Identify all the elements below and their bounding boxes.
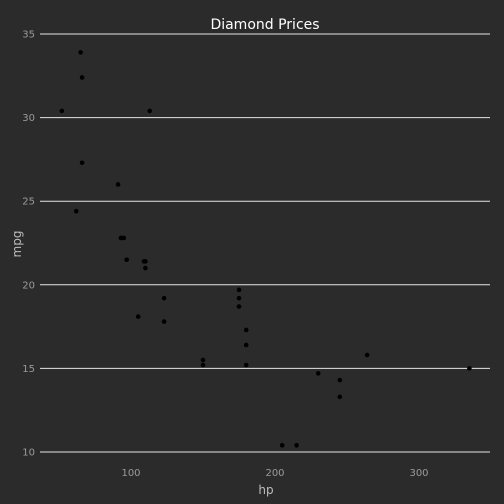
data-point-23 <box>243 362 249 368</box>
data-point-29 <box>364 352 370 358</box>
data-point-9 <box>135 314 141 319</box>
data-point-25 <box>294 443 299 448</box>
data-point-8 <box>124 257 129 263</box>
data-point-4 <box>79 160 85 166</box>
data-point-5 <box>115 182 121 187</box>
data-point-18 <box>236 304 242 309</box>
x-tick-label: 300 <box>409 468 428 479</box>
y-tick-label: 20 <box>22 280 35 291</box>
y-tick-label: 15 <box>22 364 35 375</box>
data-point-0 <box>59 108 65 114</box>
data-point-11 <box>143 265 148 271</box>
data-point-15 <box>161 295 167 301</box>
y-tick-label: 10 <box>22 448 35 459</box>
data-point-16 <box>200 362 206 368</box>
data-point-21 <box>243 342 249 348</box>
data-point-17 <box>200 357 206 363</box>
data-point-7 <box>121 235 127 241</box>
y-axis-label: mpg <box>10 231 24 258</box>
x-tick-label: 200 <box>265 468 284 479</box>
data-points <box>59 50 472 448</box>
x-axis-ticks: 100 200 300 <box>121 468 428 479</box>
data-point-24 <box>279 443 285 448</box>
data-point-19 <box>236 295 242 301</box>
y-tick-label: 35 <box>22 30 35 41</box>
data-point-2 <box>78 50 83 55</box>
data-point-20 <box>236 287 242 293</box>
x-axis-label: hp <box>258 483 273 497</box>
data-point-30 <box>467 366 472 371</box>
gridlines <box>40 33 490 453</box>
y-tick-label: 30 <box>22 113 35 124</box>
y-tick-label: 25 <box>22 197 35 208</box>
data-point-28 <box>337 377 343 383</box>
data-point-3 <box>79 75 85 80</box>
y-axis-ticks: 10 15 20 25 30 35 <box>22 30 35 459</box>
data-point-27 <box>337 394 343 400</box>
x-tick-label: 100 <box>121 468 140 479</box>
data-point-22 <box>243 327 249 333</box>
data-point-12 <box>143 259 148 264</box>
data-point-13 <box>147 108 153 114</box>
data-point-14 <box>161 319 167 324</box>
data-point-26 <box>315 371 321 376</box>
chart-title: Diamond Prices <box>210 17 319 33</box>
data-point-1 <box>73 208 79 214</box>
